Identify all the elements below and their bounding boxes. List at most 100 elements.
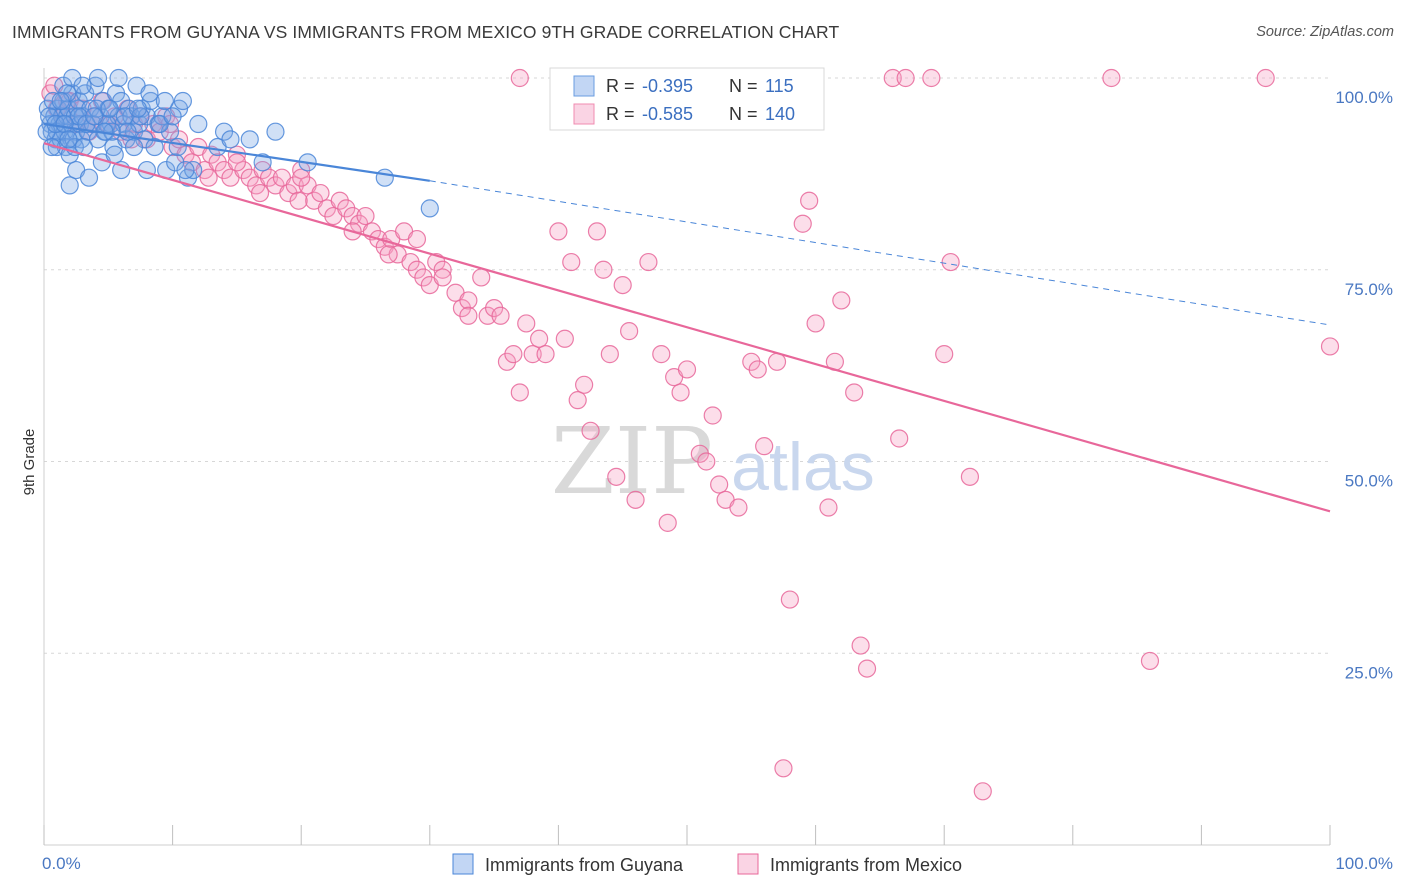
legend: R = -0.395 N = 115 R = -0.585 N = 140 [549,67,825,131]
data-point [549,222,568,241]
data-point [671,383,690,402]
data-point [780,590,799,609]
y-tick-label: 100.0% [1335,88,1393,107]
data-point [77,114,96,134]
data-point [379,245,398,264]
data-point [504,345,523,364]
data-point [311,183,330,203]
x-tick-label: 100.0% [1335,854,1393,873]
data-point [145,137,164,157]
legend-r-label: R = [606,76,635,96]
data-point [555,329,574,348]
data-point [800,191,819,210]
data-point [935,345,954,364]
tick-labels: 100.0% 75.0% 50.0% 25.0% 0.0% 100.0% [42,88,1393,873]
data-point [639,252,658,272]
data-point [575,375,594,394]
data-point [793,214,812,233]
data-point [729,498,748,517]
bottom-legend-label: Immigrants from Mexico [770,855,962,875]
legend-n-value: 115 [765,76,794,96]
grid-lines [44,77,1330,654]
data-point [189,114,208,134]
data-point [517,314,536,333]
data-point [832,291,851,310]
data-point [73,76,92,95]
data-point [124,137,144,157]
bottom-legend: Immigrants from Guyana Immigrants from Me… [452,853,962,875]
data-point [626,490,645,509]
data-point [652,345,671,364]
data-point [755,437,774,456]
data-point [160,122,180,141]
data-point [155,91,174,111]
data-point [510,68,529,88]
data-point [1256,68,1275,88]
data-point [163,107,182,126]
y-axis-label: 9th Grade [21,429,38,496]
data-point [697,452,716,471]
data-point [568,391,587,410]
data-point [562,252,581,272]
data-point [523,345,542,364]
data-point [883,68,902,88]
data-point [510,383,529,402]
legend-swatch [573,103,595,125]
data-point [166,153,185,172]
y-tick-label: 25.0% [1345,663,1393,682]
data-points [37,68,1340,801]
data-point [922,68,941,88]
source-label: Source: ZipAtlas.com [1256,24,1394,40]
legend-n-value: 140 [765,104,795,124]
data-point [748,360,767,379]
data-point [51,91,70,111]
data-point [806,314,825,333]
data-point [600,345,619,364]
data-point [407,229,427,249]
data-point [250,183,270,203]
data-point [79,168,99,187]
watermark-zip: ZIP [551,408,713,515]
data-point [581,421,600,440]
data-point [845,383,864,402]
data-point [199,168,218,187]
data-point [240,130,259,149]
data-point [60,176,79,195]
data-point [459,306,478,325]
data-point [1102,68,1121,88]
legend-r-label: R = [606,104,635,124]
data-point [69,107,88,126]
data-point [1140,651,1160,671]
data-point [292,168,311,187]
data-point [774,759,793,778]
watermark-atlas: atlas [731,429,875,505]
data-point [433,268,452,287]
data-point [221,130,240,149]
chart-title: IMMIGRANTS FROM GUYANA VS IMMIGRANTS FRO… [12,22,840,42]
data-point [896,68,915,88]
data-point [607,467,626,486]
data-point [594,260,613,279]
data-point [851,636,870,655]
data-point [433,260,452,279]
data-point [43,91,63,111]
data-point [253,153,272,172]
data-point [184,160,203,180]
data-point [289,191,308,210]
data-point [88,68,108,88]
data-point [536,345,555,364]
data-point [109,68,128,88]
y-tick-label: 50.0% [1345,472,1393,491]
bottom-legend-swatch [452,853,474,875]
trend-lines [43,122,1331,513]
data-point [613,275,632,295]
bottom-legend-label: Immigrants from Guyana [485,855,684,875]
trend-line [43,122,430,182]
data-point [620,322,639,341]
y-tick-label: 75.0% [1345,280,1393,299]
legend-box [549,67,825,131]
trend-line-extension [429,180,1331,326]
data-point [857,659,877,678]
axes [43,68,1331,846]
